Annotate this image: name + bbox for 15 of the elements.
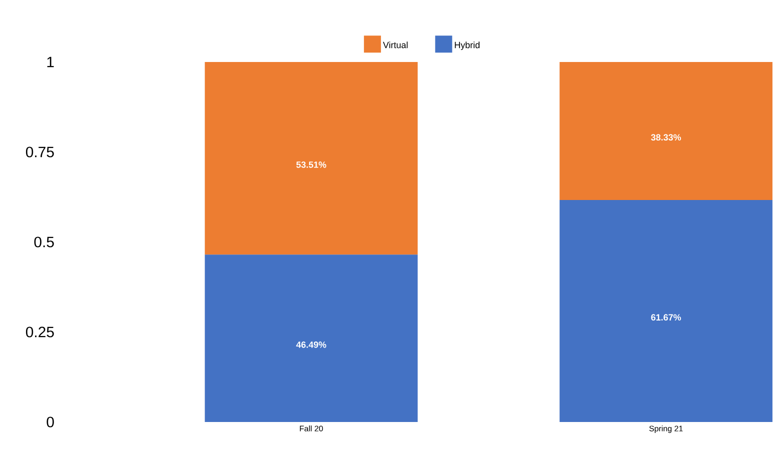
data-label: 61.67% [651,314,681,321]
bar [560,62,772,200]
y-tick-label: 0.5 [34,236,54,248]
y-tick-label: 0.25 [26,326,54,338]
bar [204,254,418,422]
legend-label: Virtual [382,42,408,48]
bar [560,200,772,422]
y-tick-label: 1 [47,56,54,68]
y-tick-label: 0 [46,416,54,428]
data-label: 46.49% [296,342,326,348]
y-tick-label: 0.75 [26,146,54,158]
data-label: 38.33% [651,134,681,141]
bar [204,62,418,255]
data-label: 53.51% [296,162,326,168]
legend-label: Hybrid [454,42,480,50]
